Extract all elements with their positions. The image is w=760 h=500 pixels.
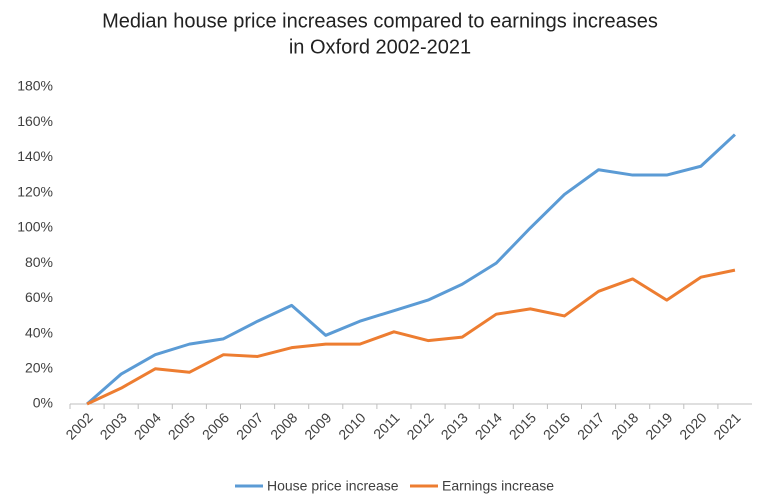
legend-label: House price increase bbox=[267, 478, 399, 494]
x-tick-label: 2004 bbox=[131, 409, 164, 442]
x-tick-label: 2005 bbox=[165, 409, 198, 442]
x-tick-label: 2003 bbox=[97, 409, 130, 442]
y-tick-label: 100% bbox=[17, 219, 53, 235]
x-tick-label: 2014 bbox=[472, 409, 505, 442]
x-tick-label: 2007 bbox=[233, 409, 266, 442]
x-tick-label: 2017 bbox=[574, 409, 607, 442]
y-tick-label: 160% bbox=[17, 113, 53, 129]
y-tick-label: 180% bbox=[17, 78, 53, 94]
y-tick-label: 20% bbox=[25, 359, 53, 375]
x-tick-label: 2006 bbox=[199, 409, 232, 442]
x-tick-label: 2021 bbox=[710, 409, 743, 442]
y-tick-label: 0% bbox=[33, 395, 53, 411]
y-tick-label: 80% bbox=[25, 254, 53, 270]
y-tick-label: 120% bbox=[17, 183, 53, 199]
chart-title: in Oxford 2002-2021 bbox=[289, 36, 471, 58]
x-tick-label: 2018 bbox=[608, 409, 641, 442]
y-tick-label: 40% bbox=[25, 324, 53, 340]
x-tick-label: 2020 bbox=[676, 409, 709, 442]
x-tick-label: 2008 bbox=[267, 409, 300, 442]
x-tick-label: 2015 bbox=[506, 409, 539, 442]
x-tick-label: 2009 bbox=[301, 409, 334, 442]
series-line bbox=[86, 133, 736, 406]
x-tick-label: 2016 bbox=[540, 409, 573, 442]
chart-title: Median house price increases compared to… bbox=[102, 10, 658, 32]
legend-label: Earnings increase bbox=[442, 478, 554, 494]
x-tick-label: 2002 bbox=[62, 409, 95, 442]
x-tick-label: 2010 bbox=[335, 409, 368, 442]
x-tick-label: 2012 bbox=[403, 409, 436, 442]
x-tick-label: 2011 bbox=[370, 409, 403, 442]
y-tick-label: 140% bbox=[17, 148, 53, 164]
y-tick-label: 60% bbox=[25, 289, 53, 305]
series-line bbox=[86, 268, 736, 406]
x-tick-label: 2013 bbox=[438, 409, 471, 442]
x-tick-label: 2019 bbox=[642, 409, 675, 442]
